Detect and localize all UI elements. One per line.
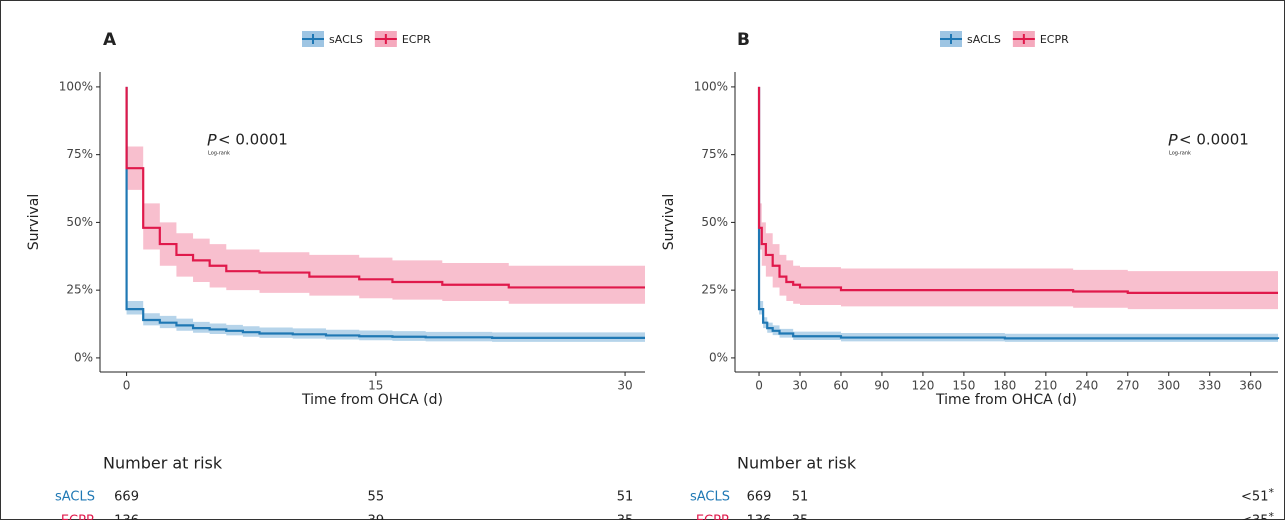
panel-label: B bbox=[737, 30, 750, 50]
y-tick-label: 0% bbox=[74, 350, 93, 364]
x-tick-label: 90 bbox=[874, 379, 889, 393]
p-value: < 0.0001 bbox=[1179, 131, 1249, 149]
panel-label: A bbox=[103, 30, 117, 50]
confidence-band bbox=[126, 86, 645, 304]
x-axis-title: Time from OHCA (d) bbox=[301, 392, 443, 408]
x-tick-label: 0 bbox=[755, 379, 763, 393]
survival-line bbox=[125, 86, 645, 339]
x-tick-label: 300 bbox=[1157, 379, 1180, 393]
risk-row-name: ECPR bbox=[61, 514, 95, 520]
y-axis-title: Survival bbox=[26, 194, 42, 250]
x-tick-label: 270 bbox=[1116, 379, 1139, 393]
x-tick-label: 30 bbox=[617, 379, 632, 393]
risk-value: 669 bbox=[114, 490, 139, 505]
risk-value: <35* bbox=[1241, 510, 1274, 520]
y-tick-label: 25% bbox=[66, 283, 93, 297]
x-tick-label: 0 bbox=[123, 379, 131, 393]
risk-value: 35 bbox=[617, 514, 634, 520]
y-tick-label: 75% bbox=[66, 147, 93, 161]
y-tick-label: 50% bbox=[701, 215, 728, 229]
risk-value: 39 bbox=[368, 514, 385, 520]
p-subscript: Log-rank bbox=[208, 151, 230, 157]
y-tick-label: 0% bbox=[709, 350, 728, 364]
legend-label: ECPR bbox=[402, 33, 431, 46]
x-tick-label: 240 bbox=[1075, 379, 1098, 393]
y-tick-label: 100% bbox=[59, 79, 93, 93]
p-label: P bbox=[1168, 131, 1178, 150]
risk-value: <51* bbox=[1241, 486, 1274, 505]
risk-title: Number at risk bbox=[103, 454, 223, 473]
survival-line bbox=[757, 86, 1280, 340]
y-axis-title: Survival bbox=[661, 194, 677, 250]
risk-value: 136 bbox=[747, 514, 772, 520]
x-tick-label: 30 bbox=[792, 379, 807, 393]
risk-row-name: sACLS bbox=[55, 490, 95, 505]
x-tick-label: 360 bbox=[1239, 379, 1262, 393]
legend-label: sACLS bbox=[967, 33, 1001, 46]
y-tick-label: 100% bbox=[694, 79, 728, 93]
risk-value: 136 bbox=[114, 514, 139, 520]
risk-value: 51 bbox=[617, 490, 634, 505]
footnote-mark: * bbox=[1268, 486, 1274, 499]
p-subscript: Log-rank bbox=[1169, 151, 1191, 157]
risk-value: 669 bbox=[747, 490, 772, 505]
x-tick-label: 15 bbox=[368, 379, 383, 393]
x-tick-label: 210 bbox=[1034, 379, 1057, 393]
risk-value: 55 bbox=[368, 490, 385, 505]
risk-row-name: ECPR bbox=[696, 514, 730, 520]
survival-line bbox=[125, 86, 645, 289]
x-tick-label: 120 bbox=[911, 379, 934, 393]
x-tick-label: 150 bbox=[952, 379, 975, 393]
risk-value: 51 bbox=[792, 490, 809, 505]
risk-title: Number at risk bbox=[737, 454, 857, 473]
x-tick-label: 180 bbox=[993, 379, 1016, 393]
x-tick-label: 60 bbox=[833, 379, 848, 393]
p-value: < 0.0001 bbox=[218, 131, 288, 149]
p-label: P bbox=[207, 131, 217, 150]
risk-value: 35 bbox=[792, 514, 809, 520]
y-tick-label: 75% bbox=[701, 147, 728, 161]
risk-row-name: sACLS bbox=[690, 490, 730, 505]
footnote-mark: * bbox=[1268, 510, 1274, 520]
y-tick-label: 25% bbox=[701, 283, 728, 297]
survival-line bbox=[757, 86, 1278, 294]
x-tick-label: 330 bbox=[1198, 379, 1221, 393]
legend-label: ECPR bbox=[1040, 33, 1069, 46]
legend-label: sACLS bbox=[329, 33, 363, 46]
y-tick-label: 50% bbox=[66, 215, 93, 229]
x-axis-title: Time from OHCA (d) bbox=[935, 392, 1077, 408]
